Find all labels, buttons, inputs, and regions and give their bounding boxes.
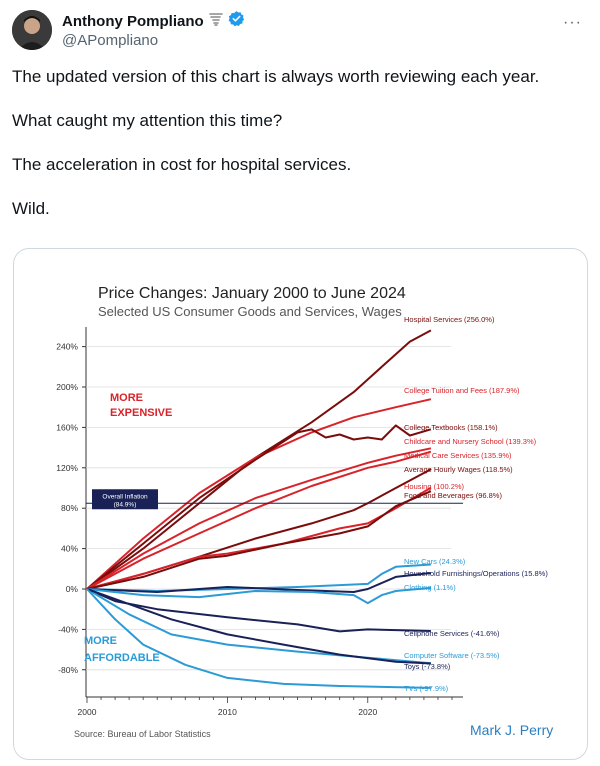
inflation-reference: Overall Inflation(84.9%) — [86, 489, 463, 510]
series-line — [86, 329, 432, 590]
more-affordable-label-line2: AFFORDABLE — [84, 652, 160, 664]
tweet-line: What caught my attention this time? — [12, 111, 283, 130]
series-label: College Textbooks (158.1%) — [404, 423, 498, 432]
y-tick-label: -80% — [58, 665, 78, 675]
verified-badge-icon — [228, 10, 245, 32]
chart-series-labels: Hospital Services (256.0%) College Tuitio… — [404, 315, 548, 693]
series-label: Medical Care Services (135.9%) — [404, 451, 512, 460]
series-line — [86, 424, 432, 590]
y-tick-label: -40% — [58, 624, 78, 634]
chart-source: Source: Bureau of Labor Statistics — [74, 729, 211, 739]
y-tick-label: 160% — [56, 422, 78, 432]
x-tick-label: 2020 — [358, 707, 377, 717]
y-tick-label: 120% — [56, 463, 78, 473]
series-line — [86, 586, 431, 605]
price-changes-chart: Price Changes: January 2000 to June 2024… — [56, 285, 553, 739]
series-line — [86, 572, 432, 593]
series-line — [86, 447, 432, 590]
series-label: Average Hourly Wages (118.5%) — [404, 465, 513, 474]
series-line — [86, 450, 432, 590]
chart-title: Price Changes: January 2000 to June 2024 — [98, 285, 406, 302]
more-affordable-label-line1: MORE — [84, 635, 117, 647]
avatar[interactable] — [12, 10, 52, 50]
series-line — [86, 588, 431, 665]
tweet-line: The acceleration in cost for hospital se… — [12, 155, 352, 174]
series-line — [86, 468, 432, 590]
y-tick-label: 80% — [61, 503, 78, 513]
x-tick-label: 2010 — [218, 707, 237, 717]
x-axis-ticks: 2000 2010 2020 — [78, 697, 453, 717]
y-tick-label: 0% — [66, 584, 79, 594]
series-label: Housing (100.2%) — [404, 482, 465, 491]
chart-series-lines — [86, 329, 432, 689]
inflation-label-line1: Overall Inflation — [102, 493, 148, 500]
y-tick-label: 240% — [56, 342, 78, 352]
author-handle[interactable]: @APompliano — [62, 32, 159, 49]
series-label: College Tuition and Fees (187.9%) — [404, 386, 520, 395]
y-tick-label: 200% — [56, 382, 78, 392]
series-line — [86, 490, 432, 590]
series-label: Childcare and Nursery School (139.3%) — [404, 437, 537, 446]
series-label: New Cars (24.3%) — [404, 557, 466, 566]
series-label: Cellphone Services (-41.6%) — [404, 629, 500, 638]
author-name[interactable]: Anthony Pompliano — [62, 12, 204, 30]
series-label: TVs (-97.9%) — [404, 684, 449, 693]
series-label: Clothing (1.1%) — [404, 583, 456, 592]
chart-grid — [85, 327, 463, 698]
chart-subtitle: Selected US Consumer Goods and Services,… — [98, 304, 402, 319]
tweet-line: Wild. — [12, 199, 50, 218]
chart-credit: Mark J. Perry — [470, 722, 553, 738]
y-axis-ticks: 240% 200% 160% 120% 80% 40% 0% -40% -80% — [56, 342, 86, 675]
y-tick-label: 40% — [61, 544, 78, 554]
more-options-button[interactable]: ··· — [563, 14, 582, 31]
tornado-icon — [208, 11, 224, 32]
inflation-label-line2: (84.9%) — [114, 501, 137, 508]
series-label: Toys (-73.8%) — [404, 662, 451, 671]
series-label: Hospital Services (256.0%) — [404, 315, 495, 324]
inflation-box — [92, 489, 158, 510]
tweet-text: The updated version of this chart is alw… — [12, 66, 588, 242]
chart-image-card[interactable]: Price Changes: January 2000 to June 2024… — [13, 248, 588, 760]
series-line — [86, 588, 431, 689]
series-label: Household Furnishings/Operations (15.8%) — [404, 569, 548, 578]
series-line — [86, 398, 432, 590]
more-expensive-label-line1: MORE — [110, 392, 143, 404]
tweet-line: The updated version of this chart is alw… — [12, 67, 540, 86]
series-label: Computer Software (-73.5%) — [404, 651, 500, 660]
x-tick-label: 2000 — [78, 707, 97, 717]
more-expensive-label-line2: EXPENSIVE — [110, 407, 172, 419]
series-label: Food and Beverages (96.8%) — [404, 491, 502, 500]
